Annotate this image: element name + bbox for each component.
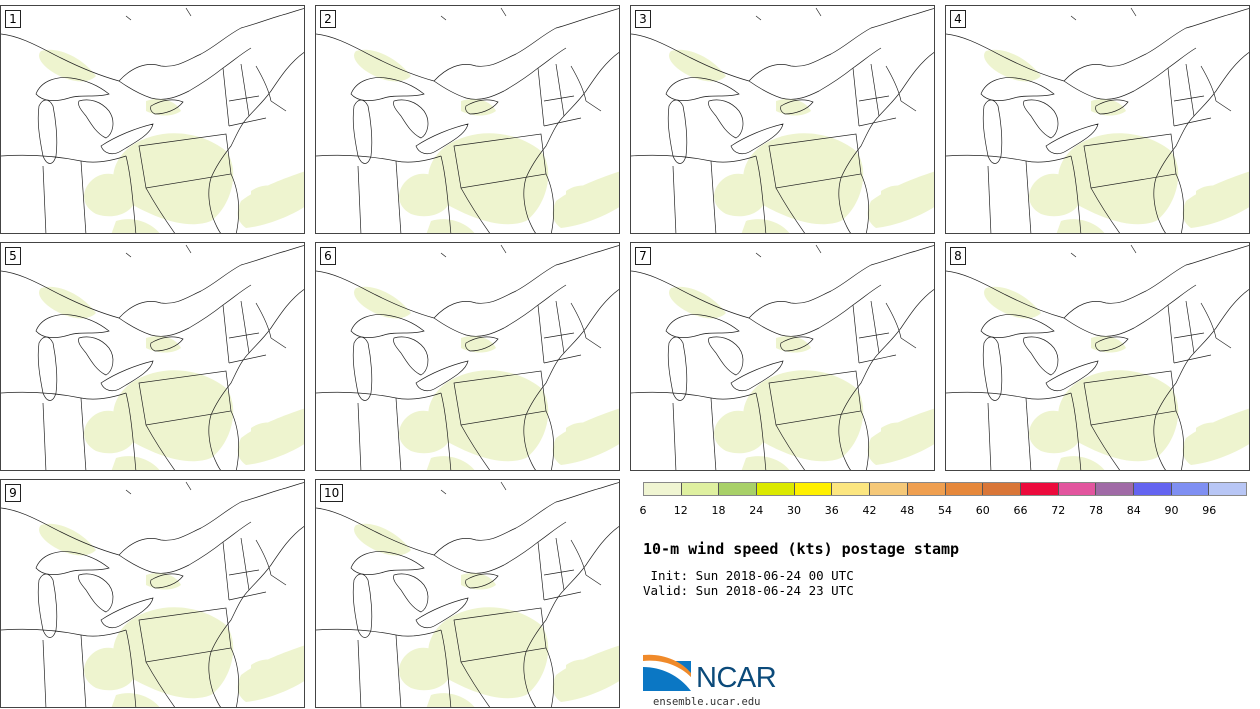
- colorbar-tick-label: 18: [711, 504, 726, 517]
- valid-time: Valid: Sun 2018-06-24 23 UTC: [643, 583, 854, 598]
- site-url: ensemble.ucar.edu: [653, 696, 761, 708]
- member-number: 1: [5, 10, 21, 28]
- ensemble-member-panel: 5: [0, 242, 305, 471]
- ensemble-member-panel: 2: [315, 5, 620, 234]
- colorbar-tick-label: 78: [1089, 504, 1103, 517]
- colorbar-swatch: [1209, 483, 1246, 495]
- ensemble-member-panel: 4: [945, 5, 1250, 234]
- colorbar-tick-label: 54: [938, 504, 952, 517]
- basemap-icon: [946, 243, 1250, 471]
- colorbar-tick-label: 48: [900, 504, 915, 517]
- colorbar-tick-label: 72: [1051, 504, 1066, 517]
- colorbar-swatch: [1058, 483, 1097, 495]
- colorbar-swatch: [644, 483, 682, 495]
- colorbar-swatch: [1020, 483, 1059, 495]
- init-time: Init: Sun 2018-06-24 00 UTC: [643, 568, 854, 583]
- basemap-icon: [316, 480, 620, 708]
- ncar-logo-text: NCAR: [696, 662, 777, 694]
- member-number: 8: [950, 247, 966, 265]
- member-number: 6: [320, 247, 336, 265]
- basemap-icon: [316, 243, 620, 471]
- colorbar-swatch: [681, 483, 720, 495]
- colorbar-swatch: [1171, 483, 1210, 495]
- ensemble-member-panel: 9: [0, 479, 305, 708]
- colorbar-swatch: [907, 483, 946, 495]
- ensemble-member-panel: 6: [315, 242, 620, 471]
- member-number: 9: [5, 484, 21, 502]
- colorbar-tick-label: 96: [1202, 504, 1217, 517]
- basemap-icon: [946, 6, 1250, 234]
- ensemble-member-panel: 10: [315, 479, 620, 708]
- ensemble-member-panel: 3: [630, 5, 935, 234]
- basemap-icon: [316, 6, 620, 234]
- member-number: 4: [950, 10, 966, 28]
- member-number: 5: [5, 247, 21, 265]
- member-number: 10: [320, 484, 344, 502]
- basemap-icon: [1, 6, 305, 234]
- colorbar: [643, 482, 1247, 496]
- member-number: 2: [320, 10, 336, 28]
- ensemble-member-panel: 7: [630, 242, 935, 471]
- colorbar-tick-label: 60: [975, 504, 990, 517]
- colorbar-swatch: [983, 483, 1021, 495]
- colorbar-tick-label: 12: [673, 504, 688, 517]
- colorbar-tick-label: 42: [862, 504, 877, 517]
- colorbar-swatch: [1096, 483, 1134, 495]
- basemap-icon: [631, 6, 935, 234]
- member-number: 7: [635, 247, 651, 265]
- colorbar-swatch: [794, 483, 833, 495]
- colorbar-swatch: [719, 483, 758, 495]
- colorbar-swatch: [870, 483, 908, 495]
- basemap-icon: [1, 480, 305, 708]
- ensemble-member-panel: 8: [945, 242, 1250, 471]
- colorbar-tick-label: 24: [749, 504, 764, 517]
- ncar-logo-icon: [643, 654, 691, 691]
- colorbar-swatch: [832, 483, 871, 495]
- colorbar-tick-label: 66: [1013, 504, 1028, 517]
- basemap-icon: [1, 243, 305, 471]
- colorbar-swatch: [945, 483, 984, 495]
- colorbar-tick-label: 6: [639, 504, 647, 517]
- chart-title: 10-m wind speed (kts) postage stamp: [643, 540, 960, 558]
- member-number: 3: [635, 10, 651, 28]
- colorbar-tick-label: 30: [787, 504, 801, 517]
- colorbar-ticks: 6 12 18 24 30 36 42 48 54 60 66 72 78 84 90 96: [639, 504, 1247, 518]
- colorbar-swatch: [757, 483, 795, 495]
- colorbar-tick-label: 36: [824, 504, 839, 517]
- basemap-icon: [631, 243, 935, 471]
- colorbar-swatch: [1133, 483, 1172, 495]
- colorbar-tick-label: 84: [1126, 504, 1141, 517]
- ensemble-member-panel: 1: [0, 5, 305, 234]
- colorbar-tick-label: 90: [1164, 504, 1179, 517]
